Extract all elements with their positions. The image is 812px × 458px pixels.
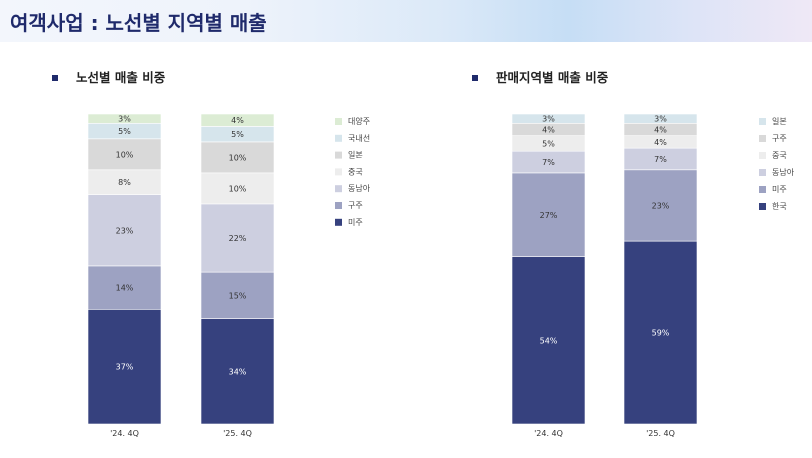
- legend-label: 미주: [772, 185, 787, 194]
- data-label: 34%: [229, 367, 247, 376]
- bar-segment-0-1-1: [200, 271, 275, 319]
- data-label: 59%: [652, 329, 670, 338]
- legend-label: 중국: [772, 151, 787, 160]
- legend-swatch: [335, 185, 342, 193]
- section-title-route-text: 노선별 매출 비중: [76, 70, 166, 85]
- data-label: 54%: [540, 336, 558, 345]
- page-title: 여객사업 : 노선별 지역별 매출: [10, 11, 267, 35]
- bar-segment-1-1-0: [623, 240, 698, 425]
- legend-swatch: [759, 186, 766, 193]
- data-label: 5%: [542, 139, 555, 148]
- legend-swatch: [335, 151, 342, 159]
- data-label: 7%: [654, 155, 667, 164]
- legend-swatch: [759, 152, 766, 159]
- bar-segment-0-0-2: [87, 194, 162, 267]
- legend-label: 중국: [348, 167, 363, 176]
- x-tick-label: '25. 4Q: [223, 429, 252, 438]
- legend-label: 대양주: [348, 117, 370, 126]
- bar-segment-0-1-2: [200, 203, 275, 273]
- data-label: 10%: [116, 150, 134, 159]
- section-title-region-text: 판매지역별 매출 비중: [496, 70, 609, 85]
- bar-segment-1-1-5: [623, 113, 698, 124]
- legend-swatch: [335, 168, 342, 176]
- data-label: 22%: [229, 234, 247, 243]
- data-label: 5%: [231, 130, 244, 139]
- bar-segment-0-1-3: [200, 172, 275, 205]
- legend-label: 동남아: [348, 183, 371, 193]
- data-label: 5%: [118, 127, 131, 136]
- legend-label: 일본: [772, 117, 787, 126]
- legend-swatch: [759, 135, 766, 142]
- data-label: 4%: [542, 126, 555, 135]
- section-title-region: 판매지역별 매출 비중: [472, 67, 608, 86]
- legend-label: 구주: [772, 134, 787, 143]
- data-label: 4%: [231, 116, 244, 125]
- data-label: 4%: [654, 126, 667, 135]
- data-label: 27%: [540, 211, 558, 220]
- bar-segment-0-0-4: [87, 138, 162, 171]
- data-label: 10%: [229, 153, 247, 162]
- data-label: 7%: [542, 158, 555, 167]
- bar-segment-0-0-1: [87, 265, 162, 310]
- bullet-icon: [472, 74, 478, 81]
- bar-segment-0-1-0: [200, 318, 275, 425]
- x-tick-label: '25. 4Q: [646, 429, 675, 438]
- x-tick-label: '24. 4Q: [534, 429, 563, 438]
- data-label: 4%: [654, 138, 667, 147]
- legend-label: 구주: [348, 201, 363, 210]
- data-label: 3%: [118, 115, 131, 124]
- legend-label: 국내선: [348, 134, 370, 143]
- data-label: 23%: [116, 226, 134, 235]
- legend-label: 미주: [348, 218, 363, 227]
- legend-swatch: [759, 169, 766, 176]
- legend-swatch: [335, 118, 342, 125]
- legend-label: 일본: [348, 151, 363, 160]
- data-label: 10%: [229, 184, 247, 193]
- x-tick-label: '24. 4Q: [110, 429, 139, 438]
- data-label: 3%: [542, 115, 555, 124]
- data-label: 23%: [652, 201, 670, 210]
- bar-segment-0-1-6: [200, 113, 275, 127]
- data-label: 14%: [116, 284, 134, 293]
- data-label: 3%: [654, 115, 667, 124]
- header-banner: 여객사업 : 노선별 지역별 매출: [0, 0, 812, 42]
- bar-segment-0-1-4: [200, 141, 275, 174]
- data-label: 37%: [116, 363, 134, 372]
- legend-swatch: [335, 134, 342, 142]
- bar-segment-1-0-5: [511, 113, 586, 124]
- bar-segment-1-0-0: [511, 256, 586, 425]
- bar-segment-1-1-1: [623, 169, 698, 242]
- data-label: 8%: [118, 178, 131, 187]
- data-label: 15%: [229, 291, 247, 300]
- legend-label: 한국: [772, 202, 787, 211]
- legend-swatch: [759, 203, 766, 210]
- bullet-icon: [52, 74, 58, 81]
- legend-swatch: [335, 202, 342, 209]
- bar-segment-1-0-1: [511, 172, 586, 257]
- legend-swatch: [335, 218, 342, 226]
- section-title-route: 노선별 매출 비중: [52, 67, 165, 86]
- bar-segment-0-0-6: [87, 113, 162, 124]
- legend-swatch: [759, 118, 766, 125]
- legend-label: 동남아: [772, 167, 795, 177]
- bar-segment-0-0-3: [87, 169, 162, 195]
